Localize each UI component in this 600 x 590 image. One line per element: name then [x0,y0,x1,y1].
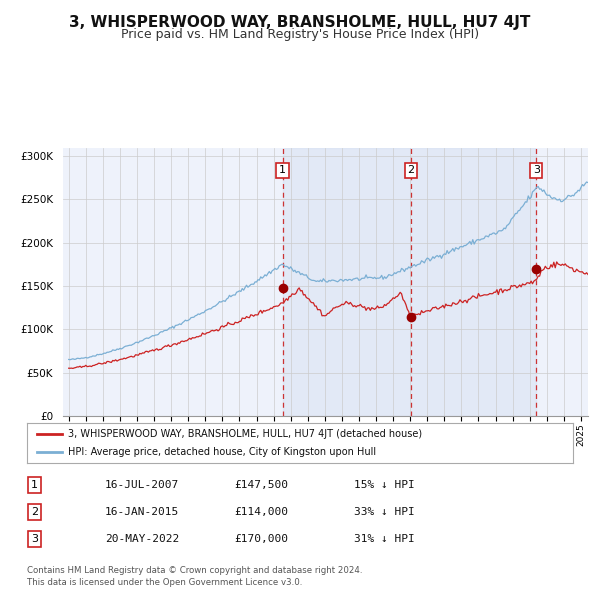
Text: 1: 1 [279,165,286,175]
Text: £170,000: £170,000 [234,535,288,544]
Text: 16-JUL-2007: 16-JUL-2007 [105,480,179,490]
Text: Contains HM Land Registry data © Crown copyright and database right 2024.: Contains HM Land Registry data © Crown c… [27,566,362,575]
Text: 2: 2 [31,507,38,517]
Text: £147,500: £147,500 [234,480,288,490]
Text: 33% ↓ HPI: 33% ↓ HPI [354,507,415,517]
Text: 3, WHISPERWOOD WAY, BRANSHOLME, HULL, HU7 4JT (detached house): 3, WHISPERWOOD WAY, BRANSHOLME, HULL, HU… [68,429,422,439]
Text: 16-JAN-2015: 16-JAN-2015 [105,507,179,517]
Text: 3, WHISPERWOOD WAY, BRANSHOLME, HULL, HU7 4JT: 3, WHISPERWOOD WAY, BRANSHOLME, HULL, HU… [70,15,530,30]
Text: 20-MAY-2022: 20-MAY-2022 [105,535,179,544]
Text: 2: 2 [407,165,415,175]
Text: 3: 3 [533,165,540,175]
Text: Price paid vs. HM Land Registry's House Price Index (HPI): Price paid vs. HM Land Registry's House … [121,28,479,41]
Text: HPI: Average price, detached house, City of Kingston upon Hull: HPI: Average price, detached house, City… [68,447,376,457]
Text: 15% ↓ HPI: 15% ↓ HPI [354,480,415,490]
Text: 3: 3 [31,535,38,544]
Bar [283,148,536,416]
Text: This data is licensed under the Open Government Licence v3.0.: This data is licensed under the Open Gov… [27,578,302,587]
Text: £114,000: £114,000 [234,507,288,517]
Text: 31% ↓ HPI: 31% ↓ HPI [354,535,415,544]
Text: 1: 1 [31,480,38,490]
